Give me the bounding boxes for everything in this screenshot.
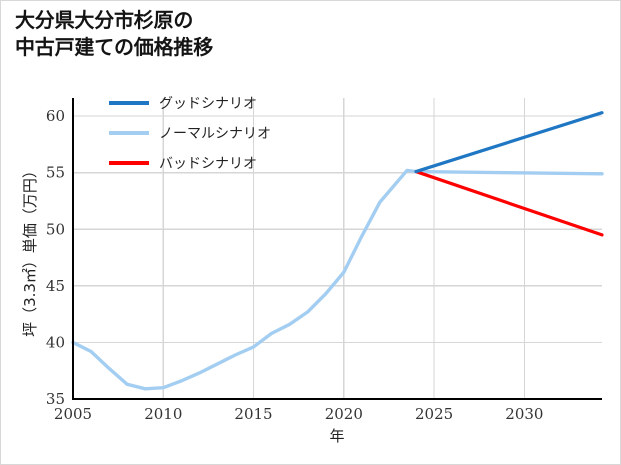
page-title: 大分県大分市杉原の 中古戸建ての価格推移 (15, 8, 213, 59)
legend-label-3: バッドシナリオ (159, 156, 257, 172)
x-tick-label: 2030 (505, 405, 543, 423)
x-axis-tick-labels: 2005 2010 2015 2020 2025 2030 (54, 405, 544, 423)
series-line-3 (414, 169, 604, 237)
series-line-1 (414, 111, 604, 174)
x-axis-title: 年 (329, 427, 344, 445)
y-axis-tick-labels: 35 40 45 50 55 60 (46, 107, 65, 408)
legend-label-1: グッドシナリオ (159, 96, 257, 112)
y-tick-label: 40 (46, 333, 65, 351)
y-tick-label: 55 (46, 164, 65, 182)
x-tick-label: 2020 (325, 405, 363, 423)
x-tick-label: 2010 (144, 405, 182, 423)
y-tick-label: 50 (46, 220, 65, 238)
x-tick-label: 2025 (415, 405, 453, 423)
legend-label-2: ノーマルシナリオ (159, 126, 271, 142)
x-tick-label: 2015 (234, 405, 272, 423)
series-line-2 (71, 168, 604, 391)
y-axis-title: 坪（3.3㎡）単価（万円） (21, 163, 39, 337)
x-tick-label: 2005 (54, 405, 92, 423)
y-tick-label: 60 (46, 107, 65, 125)
axis-spines (71, 98, 602, 401)
y-tick-label: 45 (46, 277, 65, 295)
gridlines (72, 98, 602, 400)
series-group (71, 111, 604, 391)
y-tick-label: 35 (46, 390, 65, 408)
